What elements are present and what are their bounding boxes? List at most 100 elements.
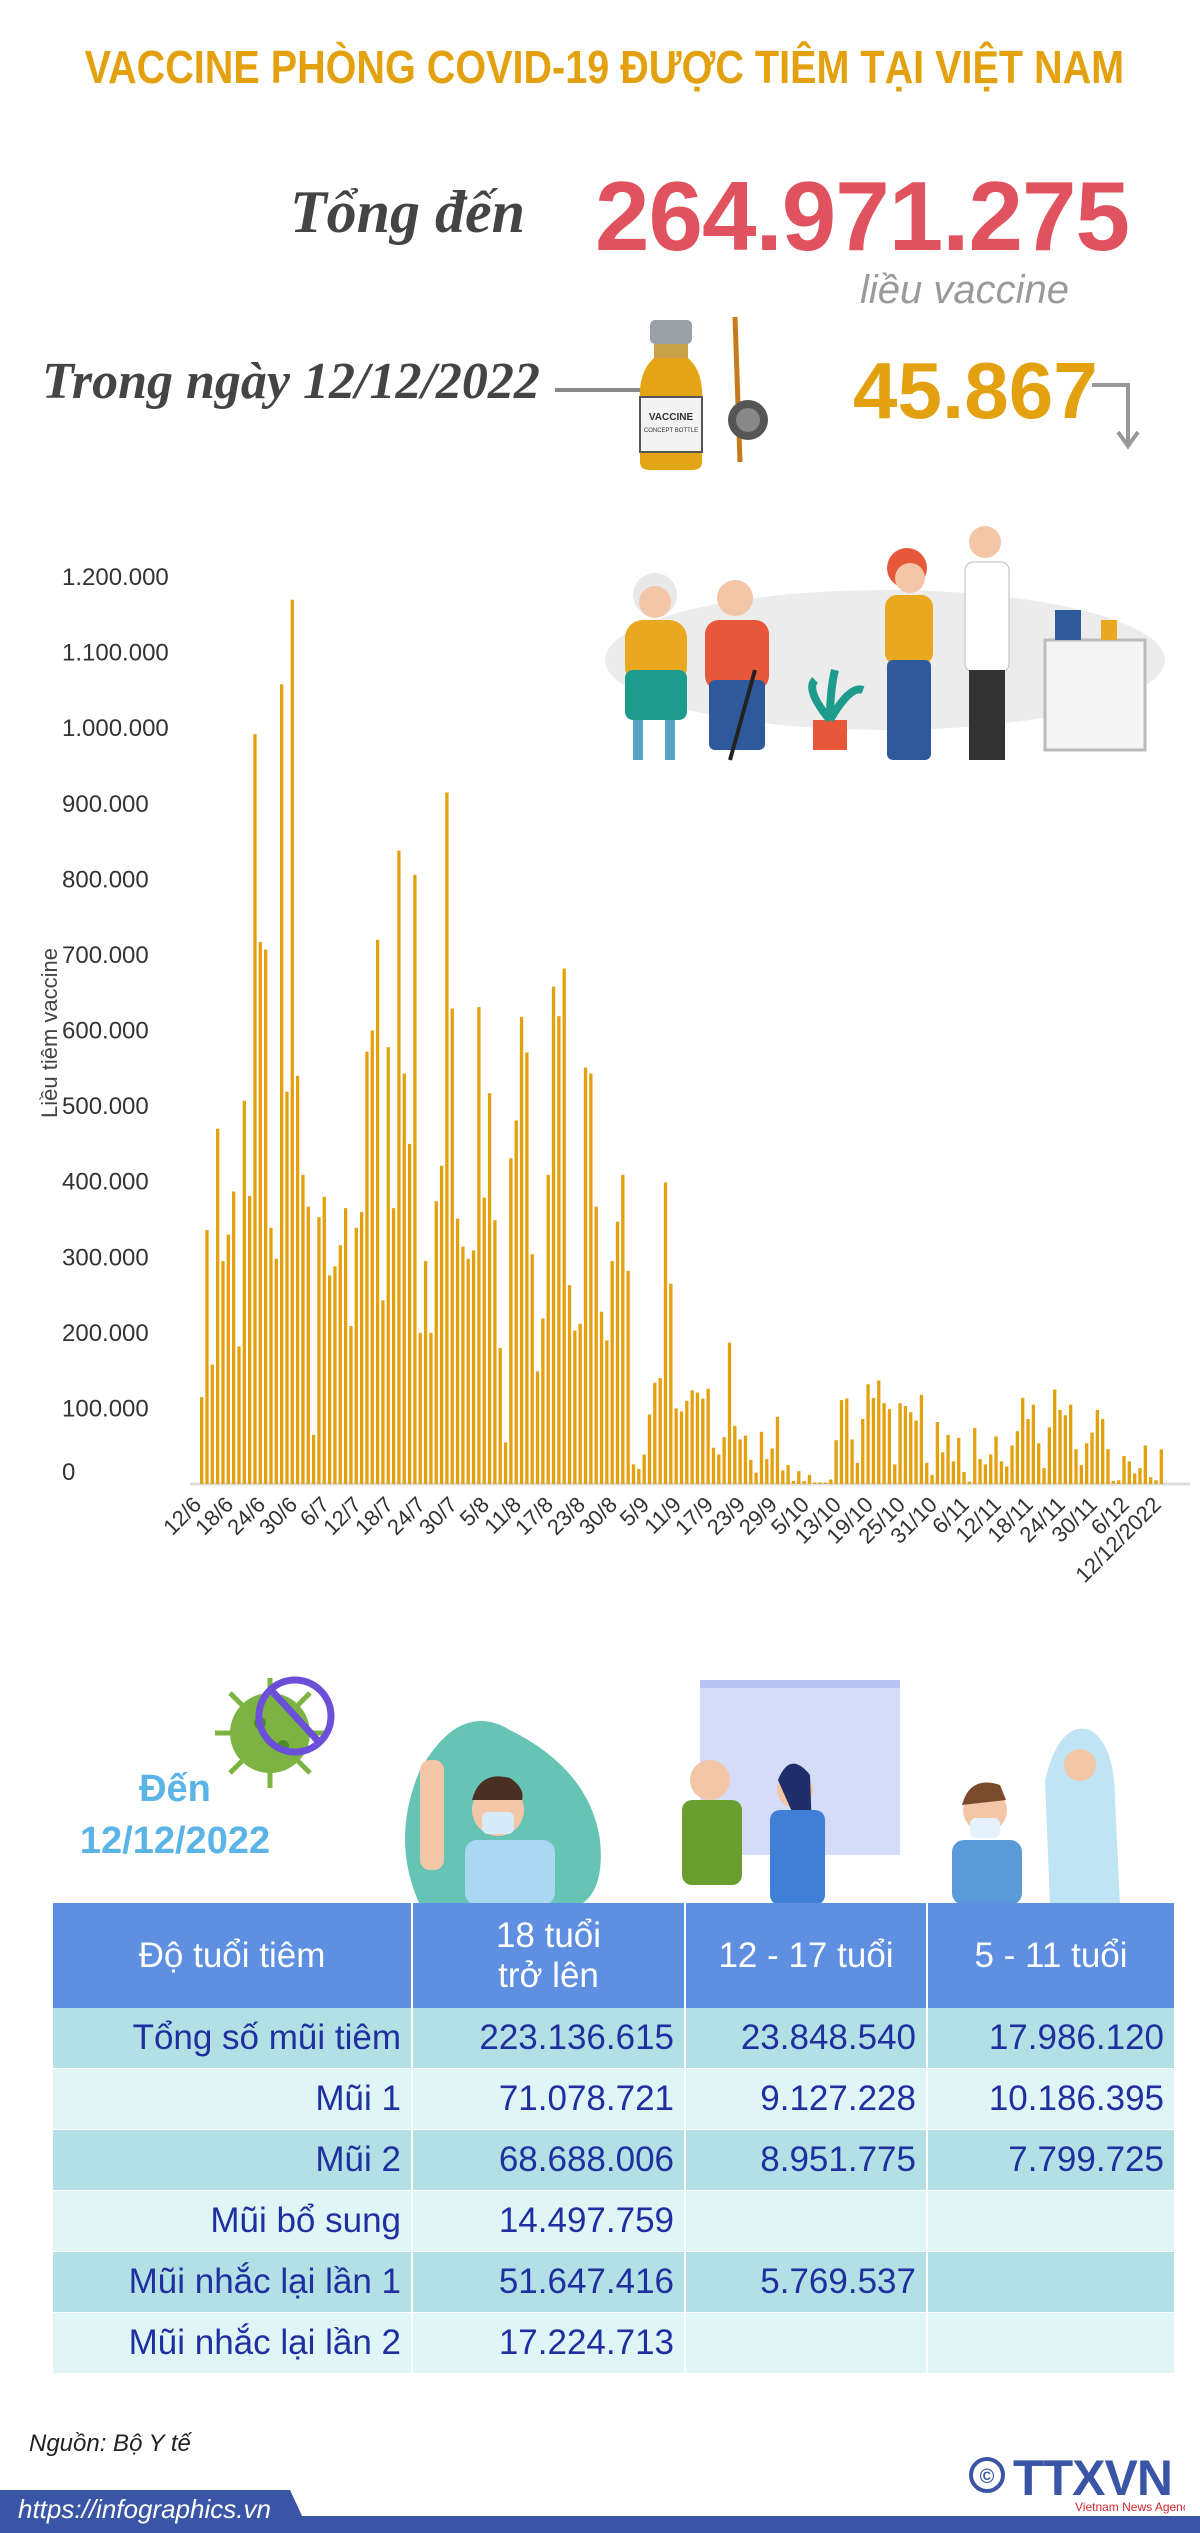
bar bbox=[663, 1182, 668, 1484]
header-18-line2: trở lên bbox=[498, 1955, 599, 1995]
bar bbox=[1149, 1477, 1153, 1484]
bar bbox=[951, 1461, 956, 1484]
cell-12-17: 9.127.228 bbox=[685, 2068, 928, 2130]
bar bbox=[845, 1398, 849, 1484]
bar bbox=[455, 1218, 460, 1484]
bar bbox=[290, 599, 294, 1484]
bar bbox=[215, 1128, 220, 1484]
adult-vaccinated-illustration bbox=[405, 1721, 601, 1905]
bar bbox=[834, 1440, 838, 1484]
bar bbox=[242, 1100, 246, 1484]
bar bbox=[247, 1196, 252, 1484]
bar bbox=[626, 1270, 630, 1484]
y-tick-label: 400.000 bbox=[62, 1169, 149, 1196]
bar bbox=[701, 1398, 705, 1484]
bar bbox=[919, 1394, 924, 1484]
header-5-11: 5 - 11 tuổi bbox=[927, 1903, 1174, 2008]
bar bbox=[893, 1464, 897, 1484]
bar bbox=[1063, 1415, 1068, 1484]
bar bbox=[333, 1266, 337, 1484]
bar bbox=[850, 1439, 854, 1484]
bar bbox=[205, 1230, 209, 1484]
y-tick-label: 600.000 bbox=[62, 1018, 149, 1045]
bar bbox=[866, 1384, 870, 1484]
bar bbox=[727, 1342, 732, 1484]
bar bbox=[781, 1470, 785, 1484]
day-value: 45.867 bbox=[853, 346, 1098, 435]
x-tick-label: 30/7 bbox=[414, 1492, 462, 1540]
day-label: Trong ngày 12/12/2022 bbox=[42, 353, 540, 410]
header-18-plus: 18 tuổi trở lên bbox=[412, 1903, 686, 2008]
bar bbox=[1101, 1418, 1105, 1484]
bar bbox=[434, 1201, 438, 1484]
cell-5-11 bbox=[927, 2251, 1174, 2313]
bar bbox=[610, 1261, 614, 1484]
bar bbox=[210, 1364, 214, 1484]
bar bbox=[1042, 1468, 1046, 1484]
bar bbox=[909, 1412, 913, 1484]
bar bbox=[418, 1332, 422, 1484]
bar bbox=[589, 1073, 593, 1484]
vial-sublabel: CONCEPT BOTTLE bbox=[644, 428, 698, 434]
ttxvn-logo: © TTXVN Vietnam News Agency bbox=[969, 2450, 1185, 2514]
bar bbox=[1026, 1418, 1030, 1484]
website-link[interactable]: https://infographics.vn bbox=[18, 2494, 271, 2524]
bar bbox=[519, 1016, 524, 1484]
connector-line bbox=[555, 388, 640, 392]
bar bbox=[317, 1217, 321, 1484]
bar bbox=[999, 1461, 1004, 1484]
table-row: Mũi 2 68.688.006 8.951.775 7.799.725 bbox=[53, 2129, 1174, 2191]
vial-label: VACCINE bbox=[649, 412, 694, 423]
as-of-date-value: 12/12/2022 bbox=[79, 1820, 271, 1862]
bar bbox=[1138, 1468, 1142, 1484]
bar bbox=[493, 1220, 497, 1484]
bar bbox=[423, 1261, 428, 1484]
logo-subtext: Vietnam News Agency bbox=[1075, 2500, 1185, 2514]
bar bbox=[1015, 1431, 1020, 1484]
y-tick-label: 300.000 bbox=[62, 1244, 149, 1271]
bar bbox=[658, 1378, 662, 1484]
bar bbox=[343, 1208, 348, 1484]
as-of-label: Đến bbox=[139, 1768, 211, 1810]
logo-text: TTXVN bbox=[1013, 2450, 1173, 2506]
x-tick-label: 30/6 bbox=[254, 1492, 302, 1540]
bar bbox=[461, 1246, 465, 1484]
bar bbox=[503, 1442, 508, 1484]
bar bbox=[407, 1143, 412, 1484]
cell-5-11: 7.799.725 bbox=[927, 2129, 1174, 2191]
bar bbox=[823, 1482, 828, 1484]
bar bbox=[861, 1418, 865, 1484]
bar bbox=[695, 1392, 700, 1484]
virus-prohibited-icon bbox=[215, 1676, 335, 1788]
bar bbox=[279, 684, 284, 1484]
bar bbox=[1090, 1432, 1094, 1484]
bar bbox=[983, 1464, 988, 1484]
bar bbox=[802, 1480, 806, 1484]
bar bbox=[349, 1326, 353, 1484]
bar bbox=[562, 968, 566, 1484]
bar bbox=[541, 1318, 545, 1484]
bar bbox=[903, 1406, 908, 1484]
bar bbox=[546, 1174, 550, 1484]
bar bbox=[775, 1416, 780, 1484]
bar bbox=[818, 1482, 822, 1484]
bar bbox=[322, 1196, 326, 1484]
bar bbox=[887, 1409, 892, 1484]
bar bbox=[898, 1403, 902, 1484]
bar bbox=[439, 1165, 444, 1484]
bar bbox=[413, 874, 417, 1484]
bar bbox=[621, 1174, 625, 1484]
bar bbox=[237, 1346, 241, 1484]
bar bbox=[594, 1206, 598, 1484]
bar bbox=[1159, 1449, 1163, 1484]
bar bbox=[1085, 1443, 1089, 1484]
bar bbox=[274, 1258, 278, 1484]
bar bbox=[498, 1347, 502, 1484]
bar bbox=[306, 1206, 310, 1484]
bar bbox=[669, 1283, 673, 1484]
bar bbox=[642, 1454, 646, 1484]
bar bbox=[807, 1474, 812, 1484]
y-tick-label: 1.200.000 bbox=[62, 564, 169, 591]
cell-5-11 bbox=[927, 2190, 1174, 2252]
bar bbox=[578, 1323, 582, 1484]
